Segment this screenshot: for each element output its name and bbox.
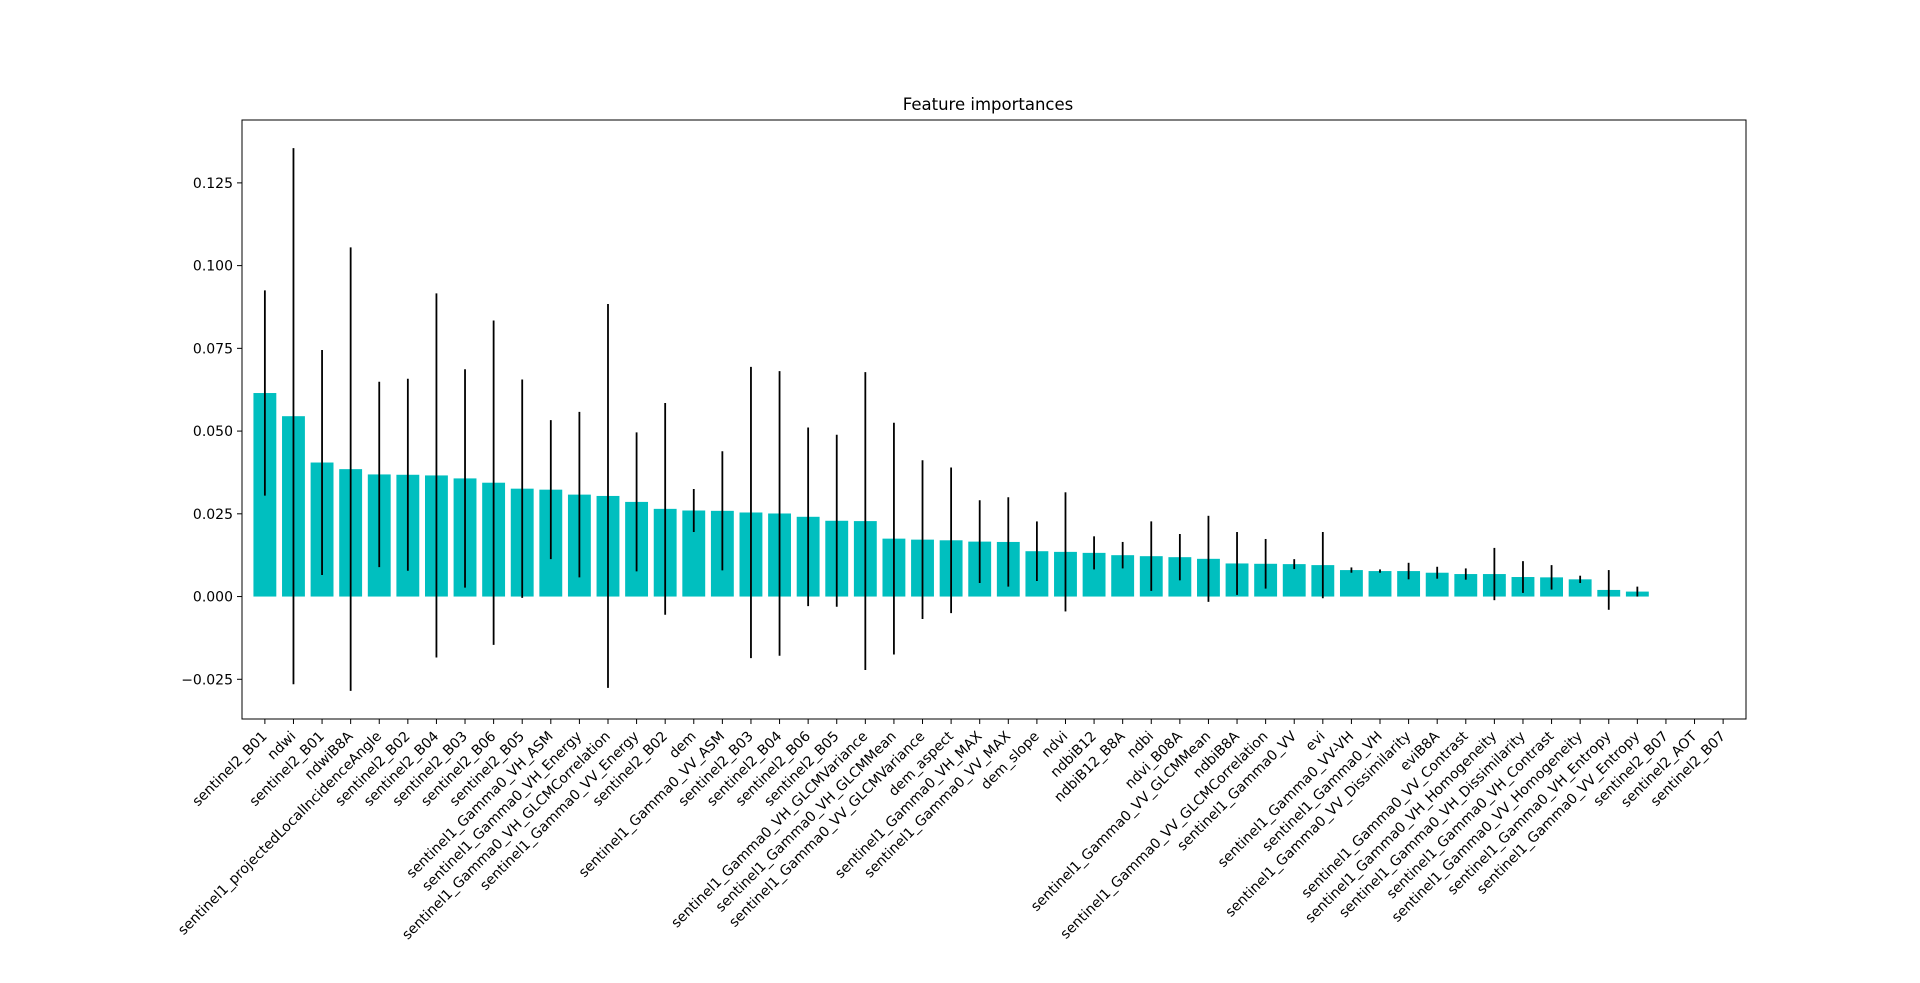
- bar: [1454, 574, 1478, 597]
- y-tick-label: −0.025: [181, 672, 233, 688]
- y-tick-label: 0.075: [193, 341, 233, 357]
- bar: [1082, 552, 1106, 597]
- y-tick-label: 0.000: [193, 590, 233, 606]
- bar: [682, 510, 706, 597]
- bar: [1111, 555, 1135, 597]
- bar: [1339, 570, 1363, 597]
- bar: [1368, 571, 1392, 597]
- y-tick-label: 0.125: [193, 176, 233, 192]
- bar: [1568, 579, 1592, 597]
- y-tick-label: 0.025: [193, 507, 233, 523]
- chart-title: Feature importances: [903, 95, 1073, 114]
- bar: [1397, 571, 1421, 597]
- y-tick-label: 0.050: [193, 424, 233, 440]
- plot-frame: [241, 119, 1747, 720]
- bar: [1425, 572, 1449, 597]
- bars-layer: [253, 393, 1649, 597]
- bar: [1282, 564, 1306, 597]
- y-axis: −0.025 0.000 0.025 0.050 0.075 0.100 0.125: [181, 176, 242, 688]
- y-tick-label: 0.100: [193, 259, 233, 275]
- error-bars-layer: [263, 148, 1639, 691]
